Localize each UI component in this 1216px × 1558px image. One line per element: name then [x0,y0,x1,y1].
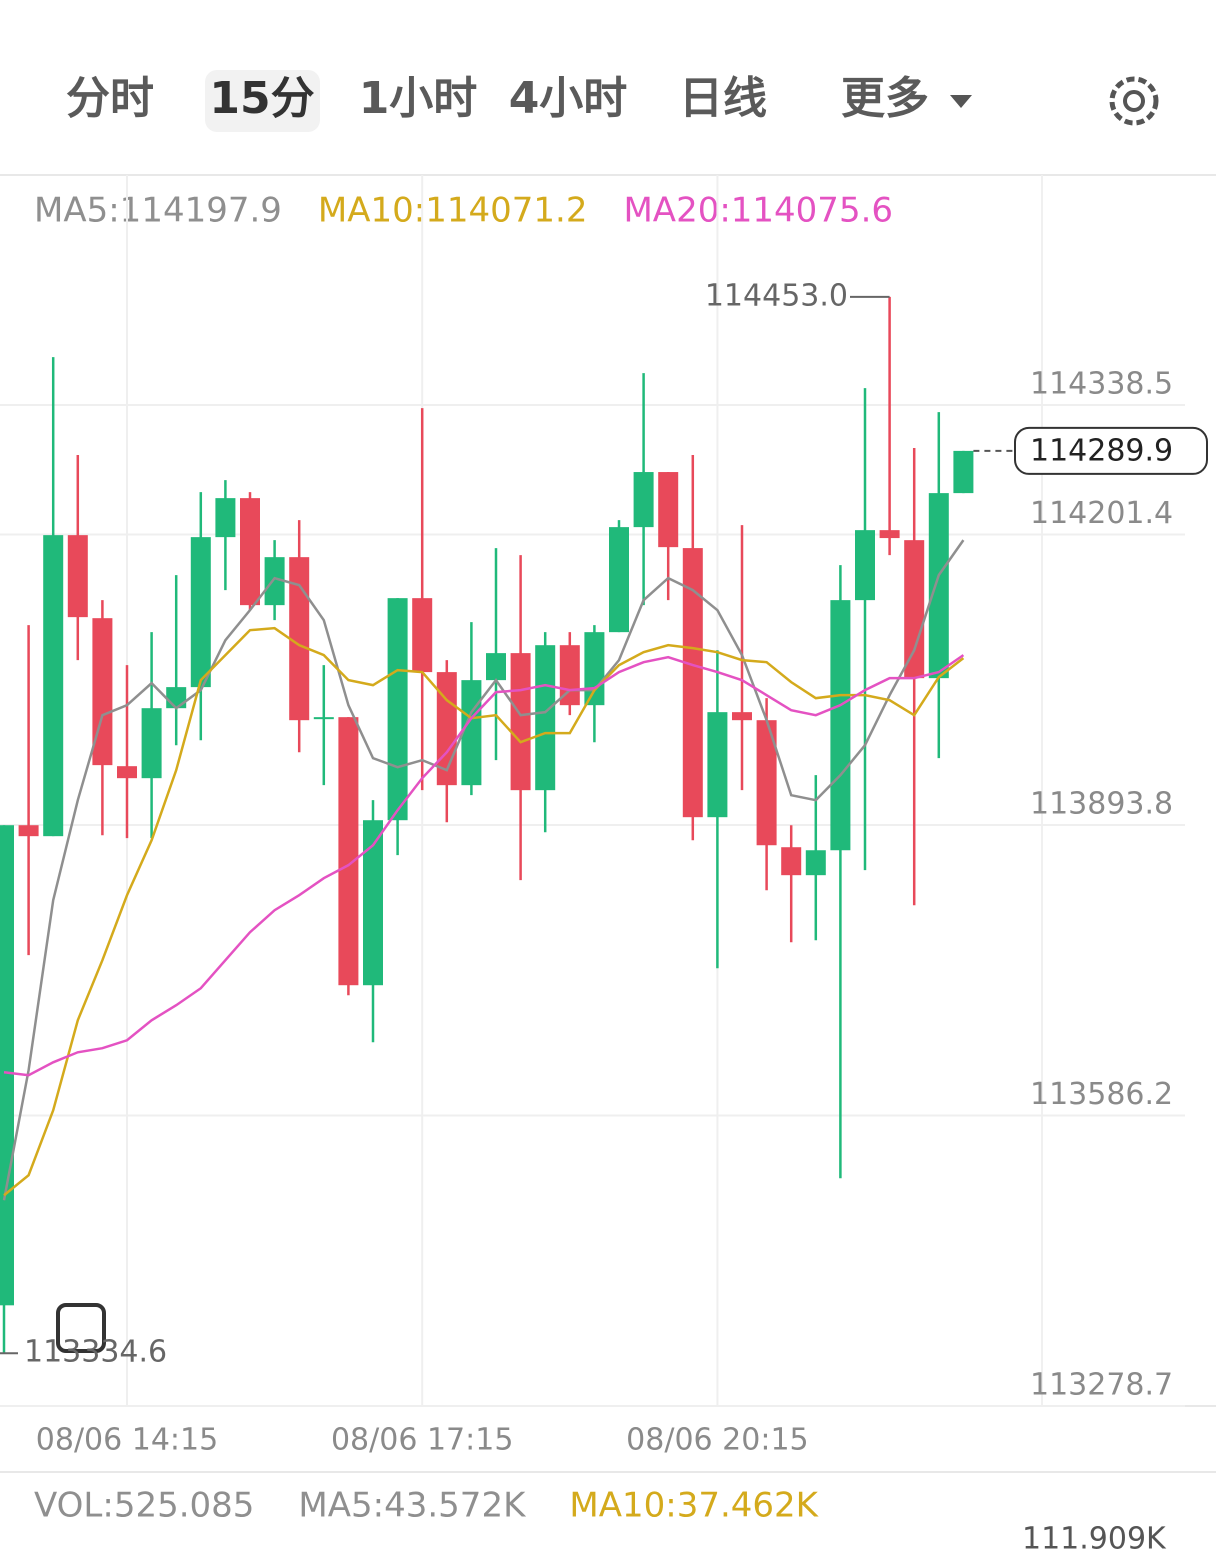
candle-body [461,680,482,786]
low-marker-label: 113334.6 [24,1335,167,1370]
candle-body [855,530,875,601]
x-tick-label: 08/06 14:15 [36,1423,218,1458]
plot [0,296,974,1354]
tab-more[interactable]: 更多 [841,73,929,124]
last-price-label: 114289.9 [1030,433,1173,468]
candle-body [117,766,137,779]
volume-legend-entry: VOL:525.085 [34,1486,254,1526]
expand-frame [56,1303,106,1353]
candle-body [190,537,211,688]
candle-body [584,632,605,706]
overlay: 114453.0 113334.6 114289.9 VOL:525.085 MA5:4… [0,278,1208,1557]
y-tick-label: 114338.5 [1030,366,1173,401]
tab[interactable]: 4小时 [509,73,628,124]
candle-body [830,600,851,851]
candle-body [756,720,777,846]
candle-body [535,645,556,791]
ma-line [3,626,965,1197]
dropdown-arrow[interactable] [950,95,972,108]
ma-line [2,539,965,1201]
expand-icon[interactable] [56,1303,106,1353]
candle-body [682,548,703,818]
x-tick-label: 08/06 20:15 [626,1423,808,1458]
last-price-box [1014,426,1208,475]
y-tick-label: 113586.2 [1030,1077,1173,1112]
y-tick-label: 113278.7 [1030,1368,1173,1403]
y-tick-label: 113893.8 [1030,787,1173,822]
volume-legend-entry: MA5:43.572K [298,1486,527,1526]
candle-body [67,535,88,618]
candle-body [141,708,162,779]
candle-body [166,687,187,709]
candle-body [904,540,925,679]
tab[interactable]: 分时 [66,73,154,124]
ma-legend-entry: MA20:114075.6 [623,191,893,231]
y-tick-label: 114201.4 [1030,496,1173,531]
grid: 114338.5 114201.4 113893.8 113586.2 113278.7… [0,175,1185,1458]
candle-body [609,527,629,633]
ma-line [3,654,965,1077]
candle-body [805,850,826,876]
candle-body [363,820,383,986]
candle-body [264,557,285,606]
candle-body [928,493,949,679]
tab-active[interactable]: 15分 [209,73,314,124]
gear-outer [1109,76,1159,126]
candle-body [387,598,408,821]
candle-body [43,535,64,837]
candle-body [0,825,14,1306]
x-tick-label: 08/06 17:15 [331,1423,513,1458]
high-marker-label: 114453.0 [705,278,848,313]
volume-axis-label: 111.909K [1022,1522,1167,1557]
candle-body [953,450,974,494]
candle-body [240,498,260,606]
candle-body [658,472,679,548]
candle-body [707,712,728,818]
candle-body [510,653,531,791]
gear-inner [1123,90,1145,112]
candle-body [215,498,236,538]
candle-body [879,530,900,539]
settings-icon[interactable] [1109,76,1159,126]
candle-body [412,598,433,673]
candle-body [338,717,359,986]
candle-body [781,847,802,876]
candle-body [486,653,506,681]
active-tab-bg [205,70,320,132]
candle-body [313,717,334,720]
candle-body [633,472,654,528]
tab[interactable]: 1小时 [359,73,478,124]
tab[interactable]: 日线 [679,73,767,124]
candle-body [18,825,39,837]
ma-legend-entry: MA10:114071.2 [318,191,588,231]
volume-legend-entry: MA10:37.462K [569,1486,819,1526]
ma-legend-entry: MA5:114197.9 [34,191,282,231]
candle-body [289,557,310,721]
candle-body [732,712,752,721]
ma-legend: MA5:114197.9 MA10:114071.2 MA20:114075.6 [34,191,893,231]
